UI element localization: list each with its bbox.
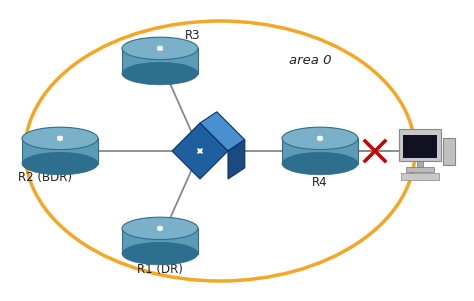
Polygon shape xyxy=(228,140,245,179)
Ellipse shape xyxy=(282,127,358,150)
Polygon shape xyxy=(200,112,245,151)
Bar xyxy=(443,138,455,166)
Text: R2 (BDR): R2 (BDR) xyxy=(18,171,72,184)
Bar xyxy=(122,48,198,74)
Bar xyxy=(401,173,439,180)
Ellipse shape xyxy=(22,127,98,150)
Bar xyxy=(399,129,441,161)
Text: area 0: area 0 xyxy=(289,54,331,67)
Ellipse shape xyxy=(282,152,358,175)
Ellipse shape xyxy=(122,242,198,265)
Ellipse shape xyxy=(22,152,98,175)
Text: R3: R3 xyxy=(185,29,201,42)
Bar xyxy=(22,138,98,164)
Bar xyxy=(282,138,358,164)
Text: R4: R4 xyxy=(312,176,328,189)
Text: R1 (DR): R1 (DR) xyxy=(137,263,183,276)
Bar xyxy=(403,135,437,158)
Bar xyxy=(122,228,198,254)
Polygon shape xyxy=(172,123,228,179)
Ellipse shape xyxy=(122,62,198,85)
Ellipse shape xyxy=(122,217,198,240)
Ellipse shape xyxy=(122,37,198,60)
Bar xyxy=(417,161,423,167)
Bar xyxy=(406,167,434,172)
